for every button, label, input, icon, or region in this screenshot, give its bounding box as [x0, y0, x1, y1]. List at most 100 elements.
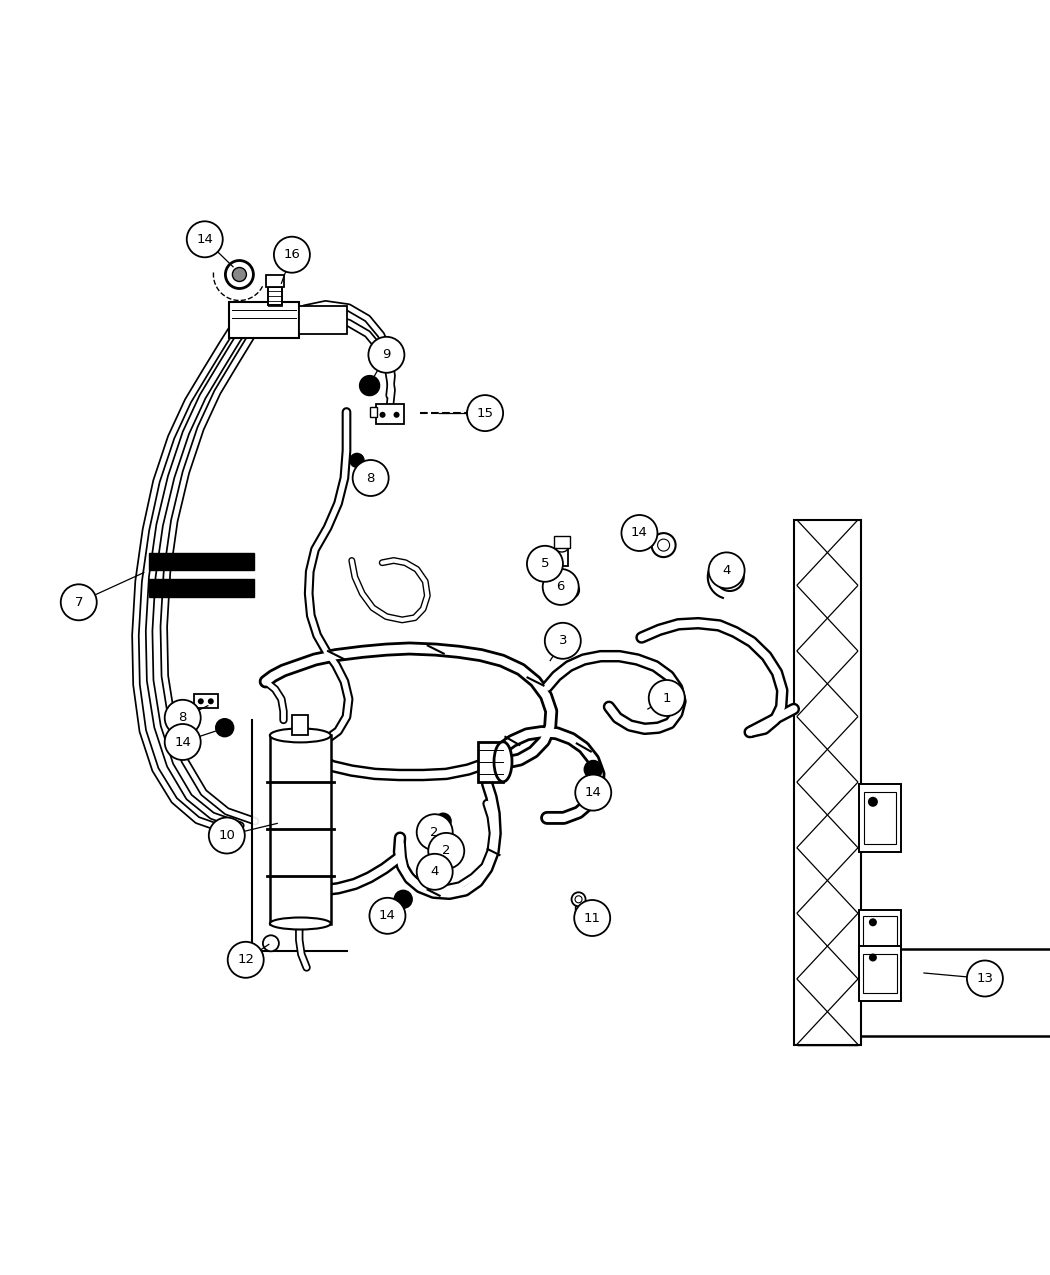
Circle shape [967, 960, 1003, 997]
Text: 11: 11 [584, 912, 601, 924]
Circle shape [709, 552, 744, 588]
Circle shape [208, 699, 214, 704]
Circle shape [165, 724, 201, 760]
Circle shape [274, 237, 310, 273]
Circle shape [869, 918, 877, 927]
Bar [292, 715, 309, 736]
Text: 14: 14 [585, 787, 602, 799]
Text: 16: 16 [284, 249, 300, 261]
Ellipse shape [270, 728, 331, 742]
Bar [864, 792, 896, 844]
Bar [863, 917, 897, 956]
Bar [555, 548, 568, 566]
Ellipse shape [571, 892, 586, 907]
Circle shape [350, 454, 364, 468]
Bar [149, 553, 254, 570]
Circle shape [209, 817, 245, 853]
Bar [266, 274, 285, 287]
Circle shape [467, 395, 503, 431]
Circle shape [652, 533, 675, 557]
Text: 12: 12 [237, 954, 254, 966]
Circle shape [187, 222, 223, 258]
Bar [370, 407, 377, 417]
Text: 8: 8 [366, 472, 375, 484]
Text: 15: 15 [477, 407, 493, 419]
Circle shape [716, 564, 743, 592]
Bar [553, 536, 570, 548]
Circle shape [657, 539, 670, 551]
Bar [268, 287, 282, 305]
Circle shape [649, 680, 685, 717]
Text: 14: 14 [174, 736, 191, 748]
Bar [859, 946, 901, 1001]
Bar [478, 742, 503, 782]
Bar [859, 910, 901, 963]
Bar [229, 302, 299, 338]
Circle shape [369, 337, 404, 372]
Text: 4: 4 [722, 564, 731, 576]
Circle shape [869, 954, 877, 961]
Circle shape [197, 699, 204, 704]
Circle shape [353, 460, 388, 496]
Text: 9: 9 [382, 348, 391, 361]
Circle shape [379, 412, 385, 418]
Circle shape [563, 583, 580, 598]
Ellipse shape [555, 544, 568, 552]
Bar [468, 409, 483, 417]
Text: 8: 8 [178, 711, 187, 724]
Bar [376, 404, 403, 423]
Circle shape [232, 268, 247, 282]
Circle shape [262, 936, 279, 951]
Circle shape [567, 586, 575, 594]
Polygon shape [252, 720, 346, 951]
Bar [149, 579, 254, 597]
Circle shape [527, 546, 563, 581]
Circle shape [467, 405, 483, 421]
Bar [863, 954, 897, 992]
Circle shape [359, 376, 380, 395]
Bar [194, 695, 217, 709]
Text: 3: 3 [559, 634, 567, 648]
Circle shape [215, 719, 234, 737]
Text: 2: 2 [430, 826, 439, 839]
Text: 5: 5 [541, 557, 549, 570]
Circle shape [61, 584, 97, 621]
Text: 6: 6 [556, 580, 565, 593]
Bar [859, 784, 901, 852]
Text: 14: 14 [196, 233, 213, 246]
Ellipse shape [494, 742, 512, 782]
Circle shape [440, 833, 457, 849]
Text: 13: 13 [976, 972, 993, 986]
Circle shape [622, 515, 657, 551]
Circle shape [584, 760, 603, 779]
Circle shape [417, 815, 453, 850]
Circle shape [574, 900, 610, 936]
Circle shape [545, 622, 581, 659]
Circle shape [228, 942, 264, 978]
Ellipse shape [575, 896, 582, 903]
Circle shape [394, 890, 413, 908]
Text: 10: 10 [218, 829, 235, 842]
Text: 14: 14 [631, 527, 648, 539]
Text: 4: 4 [430, 866, 439, 878]
Circle shape [370, 898, 405, 933]
Bar [794, 520, 861, 1044]
Bar [574, 907, 583, 918]
Text: 7: 7 [75, 595, 83, 608]
Circle shape [428, 833, 464, 868]
Text: 14: 14 [379, 909, 396, 922]
Circle shape [722, 570, 737, 584]
Circle shape [394, 412, 400, 418]
Ellipse shape [270, 918, 331, 929]
Circle shape [435, 813, 452, 829]
Circle shape [226, 260, 253, 288]
Circle shape [417, 854, 453, 890]
Bar [270, 736, 331, 923]
Circle shape [868, 797, 878, 807]
Bar [299, 306, 347, 334]
Text: 1: 1 [663, 691, 671, 705]
Circle shape [543, 569, 579, 604]
Circle shape [165, 700, 201, 736]
Circle shape [575, 775, 611, 811]
Text: 2: 2 [442, 844, 450, 857]
